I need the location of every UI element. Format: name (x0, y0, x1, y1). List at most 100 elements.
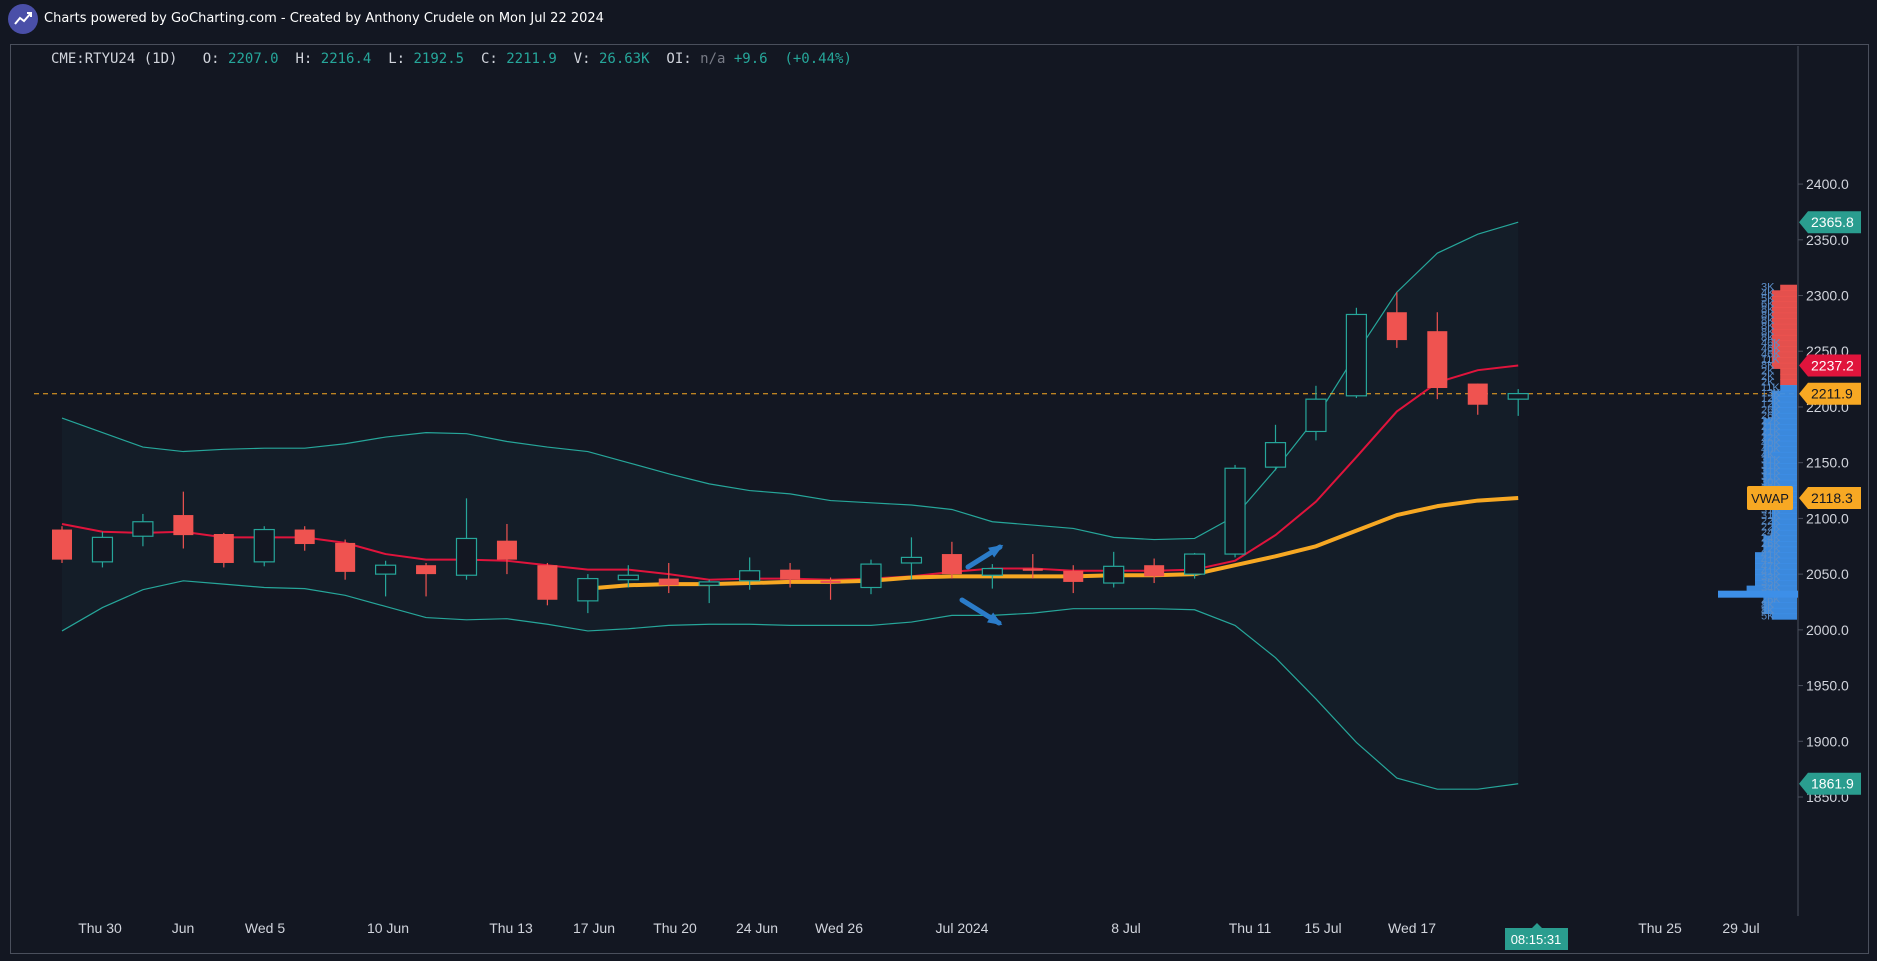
close-value: 2211.9 (506, 51, 557, 67)
price-tick-label: 1950.0 (1806, 678, 1849, 694)
volume-profile-label: 5K (1761, 293, 1775, 305)
candle (900, 537, 923, 580)
volume-profile-bar (1755, 580, 1797, 587)
volume-profile-label: 2K (1761, 371, 1775, 383)
oi-label: OI: (666, 51, 692, 67)
candle (1224, 464, 1246, 558)
volume-profile-bar (1780, 379, 1797, 386)
volume-profile-bar (1771, 390, 1797, 397)
volume-profile-bar (1763, 468, 1797, 475)
volume-profile-bar (1755, 552, 1797, 559)
candle (1144, 558, 1165, 584)
candle-body (981, 567, 1003, 576)
candle (294, 526, 315, 551)
bollinger-lower-line (61, 580, 1519, 790)
time-tick-label: Thu 13 (489, 920, 533, 936)
candle-body (173, 515, 194, 536)
time-tick-label: 29 Jul (1722, 920, 1759, 936)
last-price-tag-text: 2211.9 (1811, 386, 1853, 402)
candle (173, 491, 194, 549)
volume-profile-bar (1763, 424, 1797, 431)
volume-profile-bar (1771, 362, 1797, 369)
upper-band-price-tag-shape (1799, 211, 1861, 234)
last-price-tag-shape (1799, 382, 1861, 405)
last-price-tag: 2211.9 (1799, 382, 1861, 405)
candle-body (941, 554, 962, 575)
volume-profile-bar (1763, 596, 1797, 603)
candle (1467, 383, 1488, 415)
volume-profile-bar (1771, 334, 1797, 342)
time-tag-shape (1505, 923, 1568, 950)
vwap-price-tag: 2118.3 (1799, 487, 1861, 510)
candle (537, 562, 558, 606)
candle-body (455, 537, 478, 576)
volume-label: V: (573, 51, 591, 67)
candle-body (496, 540, 517, 560)
price-tick-label: 1900.0 (1806, 733, 1849, 749)
candle-body (1022, 568, 1043, 571)
volume-profile-bar (1771, 329, 1797, 336)
bollinger-fill (62, 222, 1519, 790)
price-tick-label: 2000.0 (1806, 622, 1849, 638)
upper-band-price-tag: 2365.8 (1799, 211, 1861, 234)
close-label: C: (480, 51, 498, 67)
volume-profile-bar (1771, 301, 1797, 308)
time-tick-label: 10 Jun (367, 920, 409, 936)
volume-profile-bar (1763, 602, 1797, 609)
change-value: +9.6 (733, 51, 768, 67)
candle-body (1063, 570, 1084, 582)
volume-profile-bar (1763, 541, 1797, 548)
volume-profile-bar (1771, 290, 1797, 297)
volume-profile-bar (1780, 373, 1797, 381)
volume-profile-bar (1780, 284, 1797, 291)
annotation-arrow-up-head (988, 544, 1004, 558)
volume-profile-bar (1763, 440, 1797, 447)
candle-body (91, 536, 114, 563)
candle-body (1305, 398, 1327, 433)
candle (820, 577, 841, 600)
candle-body (375, 564, 397, 575)
candle-body (253, 528, 275, 563)
volume-profile-label: 8K (1761, 326, 1775, 338)
price-tick-label: 2050.0 (1806, 566, 1849, 582)
vwap-price-tag-shape (1799, 487, 1861, 510)
candle-body (658, 578, 679, 586)
price-tick-label: 2350.0 (1806, 232, 1849, 248)
volume-profile-bar (1771, 407, 1797, 414)
volume-profile-bar (1771, 529, 1797, 537)
volume-profile-label: 4K (1761, 287, 1775, 299)
candle (1345, 307, 1368, 399)
open-label: O: (202, 51, 220, 67)
candle (1022, 554, 1043, 579)
volume-profile-bar (1771, 412, 1797, 420)
vwap-price-tag-text: 2118.3 (1811, 490, 1853, 506)
candle (577, 574, 599, 614)
candle-body (617, 574, 639, 581)
candle-body (52, 529, 72, 560)
time-tick-label: Jul 2024 (936, 920, 989, 936)
volume-profile-bar (1771, 307, 1797, 314)
volume-profile-bar (1763, 435, 1797, 442)
candle-body (820, 580, 841, 584)
vwap-name-tag (1747, 486, 1793, 511)
volume-profile-bar (1780, 368, 1797, 375)
candle-body (416, 565, 437, 575)
volume-profile-label: 8K (1761, 304, 1775, 316)
candle (617, 565, 639, 588)
candle (132, 513, 154, 547)
open-value: 2207.0 (228, 51, 279, 67)
candle-body (900, 556, 923, 564)
volume-profile-bar (1771, 513, 1797, 520)
candle (1507, 389, 1529, 416)
volume-profile-bar (1771, 524, 1797, 531)
vwap-line (587, 496, 1519, 591)
chart-frame[interactable] (10, 44, 1869, 954)
candle (416, 562, 437, 597)
time-tick-label: Thu 11 (1229, 920, 1272, 936)
volume-profile-label: 2K (1761, 365, 1775, 377)
volume-profile-bar (1763, 535, 1797, 542)
volume-profile-bar (1763, 607, 1797, 615)
volume-profile-bar (1763, 429, 1797, 436)
volume-profile-label: 6K (1761, 298, 1775, 310)
